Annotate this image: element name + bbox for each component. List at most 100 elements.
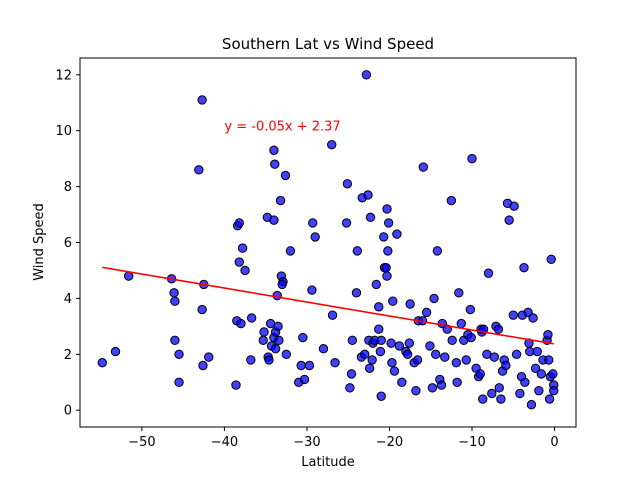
data-point <box>280 170 291 181</box>
data-point <box>174 349 184 360</box>
data-point <box>299 374 310 385</box>
data-point <box>330 358 340 368</box>
data-point <box>442 324 452 334</box>
regression-layer <box>102 266 554 345</box>
x-tick-label: −10 <box>458 435 485 450</box>
data-point <box>549 385 559 396</box>
data-point <box>379 232 389 242</box>
data-point <box>352 246 362 256</box>
y-tick-label: 0 <box>64 404 72 419</box>
data-point <box>272 290 282 301</box>
data-point <box>544 355 554 365</box>
chart-title: Southern Lat vs Wind Speed <box>222 35 434 53</box>
data-point <box>483 268 494 278</box>
data-point <box>475 369 485 379</box>
data-point <box>234 257 244 267</box>
ticks-layer: −50 −40 −30 −20 −10 0 0 2 4 6 8 10 12 <box>55 68 558 450</box>
data-point <box>197 304 207 315</box>
data-point <box>174 377 184 387</box>
data-point <box>246 355 256 365</box>
data-point <box>246 313 257 323</box>
data-point <box>466 332 476 343</box>
data-point <box>231 380 241 390</box>
data-point <box>411 385 421 396</box>
data-point <box>374 302 384 312</box>
data-point <box>427 383 438 393</box>
data-point <box>478 394 488 404</box>
data-point <box>198 360 208 371</box>
data-point <box>342 179 353 189</box>
data-point <box>504 215 514 225</box>
data-point <box>515 388 525 399</box>
data-point <box>452 377 462 387</box>
data-point <box>389 366 400 376</box>
data-point <box>367 355 377 365</box>
data-point <box>308 218 318 228</box>
data-point <box>431 349 441 360</box>
data-point <box>436 380 447 390</box>
data-point <box>544 394 555 404</box>
data-point <box>304 360 315 371</box>
data-point <box>363 190 373 200</box>
data-point <box>281 349 292 360</box>
data-point <box>237 243 248 253</box>
data-point <box>429 293 439 304</box>
data-point <box>273 321 283 332</box>
data-point <box>110 346 121 357</box>
data-point <box>307 285 317 295</box>
data-point <box>432 246 443 256</box>
data-point <box>543 330 553 340</box>
data-point <box>376 391 386 401</box>
data-point <box>285 246 296 256</box>
data-point <box>509 201 519 211</box>
data-point <box>534 385 544 396</box>
data-point <box>465 304 476 315</box>
data-point <box>382 204 392 214</box>
data-point <box>296 360 306 371</box>
data-point <box>169 288 179 298</box>
data-point <box>240 265 250 276</box>
data-point <box>269 145 279 155</box>
data-point <box>371 279 381 290</box>
data-point <box>170 296 180 306</box>
data-point <box>197 95 207 105</box>
data-point <box>234 218 244 228</box>
data-point <box>277 279 287 290</box>
data-point <box>404 338 414 348</box>
data-point <box>274 335 284 346</box>
data-point <box>298 332 308 343</box>
data-point <box>170 335 180 346</box>
data-point <box>467 153 477 164</box>
data-point <box>397 377 407 387</box>
data-point <box>412 355 423 365</box>
data-point <box>418 162 429 172</box>
data-point <box>388 296 398 306</box>
data-point <box>451 358 462 368</box>
data-point <box>383 218 394 228</box>
data-point <box>270 159 280 169</box>
data-point <box>360 349 370 360</box>
data-point <box>394 341 405 351</box>
data-point <box>351 288 362 298</box>
data-point <box>402 349 413 360</box>
y-tick-label: 8 <box>64 180 72 195</box>
data-point <box>461 355 471 365</box>
data-point <box>440 352 450 362</box>
data-point <box>487 388 497 399</box>
data-point <box>530 363 541 373</box>
x-axis-title: Latitude <box>301 455 355 470</box>
y-tick-label: 2 <box>64 348 72 363</box>
data-point <box>454 288 464 298</box>
data-point <box>375 346 386 357</box>
data-point <box>548 369 558 379</box>
y-axis-title: Wind Speed <box>32 203 47 281</box>
data-point <box>327 139 337 150</box>
data-point <box>494 383 504 393</box>
data-point <box>270 344 281 354</box>
data-point <box>275 195 286 206</box>
data-point <box>511 349 522 360</box>
data-point <box>425 341 435 351</box>
data-point <box>526 399 537 410</box>
data-point <box>392 229 402 239</box>
